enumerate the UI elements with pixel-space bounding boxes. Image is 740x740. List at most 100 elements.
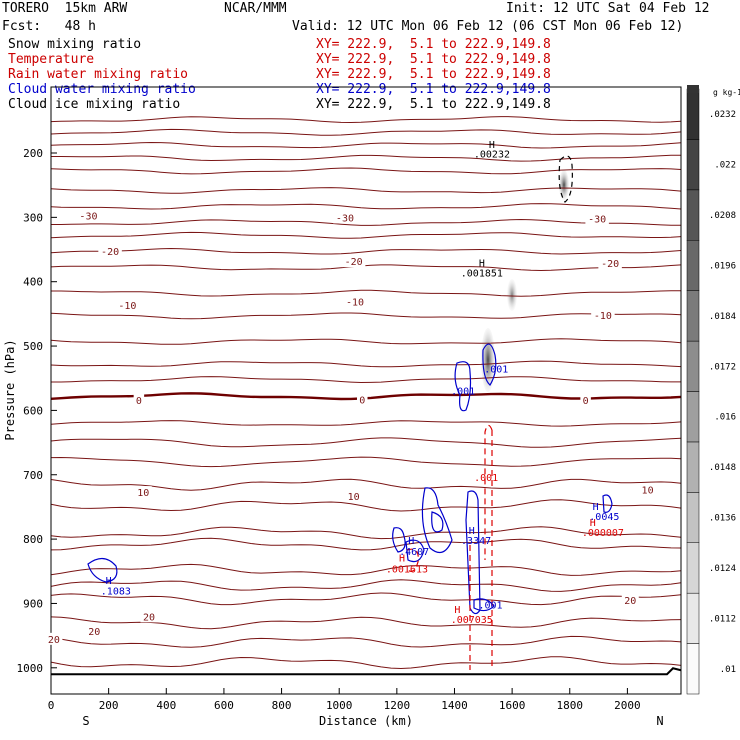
y-tick-label: 400: [23, 276, 43, 289]
legend-temperature-xy: XY= 222.9, 5.1 to 222.9,149.8: [316, 52, 551, 67]
colorbar-tick-label: .0196: [709, 261, 736, 271]
colorbar-tick-label: .01: [720, 665, 736, 675]
colorbar-tick-label: .0136: [709, 514, 736, 524]
isotherm-line: [50, 203, 682, 210]
x-tick-label: 1000: [326, 699, 353, 712]
legend-snow-xy: XY= 222.9, 5.1 to 222.9,149.8: [316, 37, 551, 52]
x-tick-label: 200: [99, 699, 119, 712]
plot-frame: [50, 86, 682, 695]
y-tick-label: 200: [23, 147, 43, 160]
isotherm-line: [50, 579, 682, 592]
extrema-annotations: H.00232H.001851.001.001H.4607H.001613H.3…: [101, 140, 624, 626]
cloud-water-contour: [454, 361, 472, 412]
valid-time: Valid: 12 UTC Mon 06 Feb 12 (06 CST Mon …: [292, 19, 684, 34]
colorbar-tick-label: .0148: [709, 463, 736, 473]
rain-water-contour: [406, 548, 419, 572]
isotherm-line: [50, 537, 682, 551]
cloud-water-contour: [473, 598, 495, 612]
extremum-label: .1083: [101, 586, 131, 597]
legend-snow-name: Snow mixing ratio: [8, 37, 142, 52]
isotherm-line: [50, 656, 682, 670]
y-tick-label: 700: [23, 469, 43, 482]
isotherm-label-bg: [134, 486, 152, 499]
cloud-water-contours: [87, 343, 613, 615]
isotherm-label-bg: [639, 483, 657, 496]
isotherm-label-bg: [345, 489, 363, 502]
colorbar-segment: [686, 391, 700, 443]
isotherm-label-bg: [333, 211, 357, 224]
extremum-label: .001851: [461, 269, 503, 280]
right-endpoint-label: N: [656, 714, 663, 728]
isotherm-line: [50, 499, 682, 512]
colorbar-segment: [686, 643, 700, 695]
legend-cloud-water-name: Cloud water mixing ratio: [8, 82, 196, 97]
extremum-label: H: [489, 140, 495, 151]
isotherm-line: [50, 338, 682, 345]
isotherm-label: -30: [588, 215, 606, 226]
colorbar-unit: g kg-1: [713, 88, 740, 97]
isotherm-label: 20: [143, 612, 155, 623]
isotherm-label-bg: [76, 209, 101, 222]
isotherm-label-bg: [580, 394, 591, 407]
colorbar-segment: [686, 441, 700, 493]
colorbar-tick-label: .016: [714, 413, 736, 423]
isotherm-line: [50, 592, 682, 606]
isotherm-line: [50, 420, 682, 427]
colorbar-segment: [686, 139, 700, 191]
temperature-isotherms: [50, 116, 682, 670]
extremum-label: H: [399, 554, 405, 565]
isotherm-line: [51, 218, 682, 226]
isotherm-label-bg: [357, 393, 368, 406]
extremum-label: H: [454, 605, 460, 616]
isotherm-label: -10: [594, 311, 612, 322]
y-tick-label: 600: [23, 404, 43, 417]
rain-water-contours: [406, 155, 573, 670]
isotherm-label: -20: [345, 257, 363, 268]
colorbar-tick-label: .0112: [709, 614, 736, 624]
cloud-water-contour: [431, 511, 444, 533]
isotherm-line: [50, 141, 682, 149]
cloud-water-contour: [87, 557, 118, 583]
extremum-label: H: [590, 518, 596, 529]
ground-terrain: [51, 667, 682, 676]
isotherm-line: [50, 360, 682, 368]
isotherm-line: [50, 437, 682, 448]
colorbar: .01 .0112 .0124 .0136 .0148 .016 .0172 .0184 .01…: [686, 85, 740, 695]
y-tick-label: 500: [23, 340, 43, 353]
isotherm-line: [50, 116, 682, 124]
axes: 0 200 400 600 800 1000 1200 1400 1600 1800 2000200…: [3, 86, 682, 728]
colorbar-segment: [686, 290, 700, 342]
extremum-label: .0045: [589, 512, 619, 523]
isotherm-line: [50, 167, 682, 175]
extremum-label: .001: [478, 601, 502, 612]
isotherm-label: 0: [583, 396, 589, 407]
isotherm-label-bg: [45, 632, 63, 645]
isotherm-label-bg: [341, 255, 366, 268]
isotherm-label: -20: [601, 259, 619, 270]
isotherm-line: [51, 376, 681, 384]
y-axis-title: Pressure (hPa): [3, 339, 17, 440]
isotherm-label-bg: [85, 625, 103, 638]
isotherm-line: [50, 616, 682, 630]
colorbar-tick-label: .0232: [709, 110, 736, 120]
extremum-label: .000007: [582, 528, 624, 539]
model-title: TORERO 15km ARW: [2, 1, 128, 16]
isotherm-label: -20: [101, 247, 119, 258]
isotherm-label: 10: [348, 492, 360, 503]
isotherm-label-bg: [585, 212, 609, 225]
extremum-label: H: [593, 502, 599, 513]
isotherm-label-bg: [598, 257, 622, 270]
left-endpoint-label: S: [82, 714, 89, 728]
cloud-water-contour: [482, 343, 497, 386]
x-tick-label: 1600: [499, 699, 526, 712]
cloud-water-contour: [602, 494, 613, 513]
x-tick-label: 1200: [384, 699, 411, 712]
isotherm-label: -30: [79, 211, 97, 222]
colorbar-top-cap: [687, 85, 699, 93]
colorbar-tick-label: .0124: [709, 564, 736, 574]
isotherm-line: [51, 154, 681, 162]
colorbar-tick-label: .0184: [709, 312, 736, 322]
isotherm-label: 20: [48, 635, 60, 646]
isotherm-line: [50, 312, 682, 320]
